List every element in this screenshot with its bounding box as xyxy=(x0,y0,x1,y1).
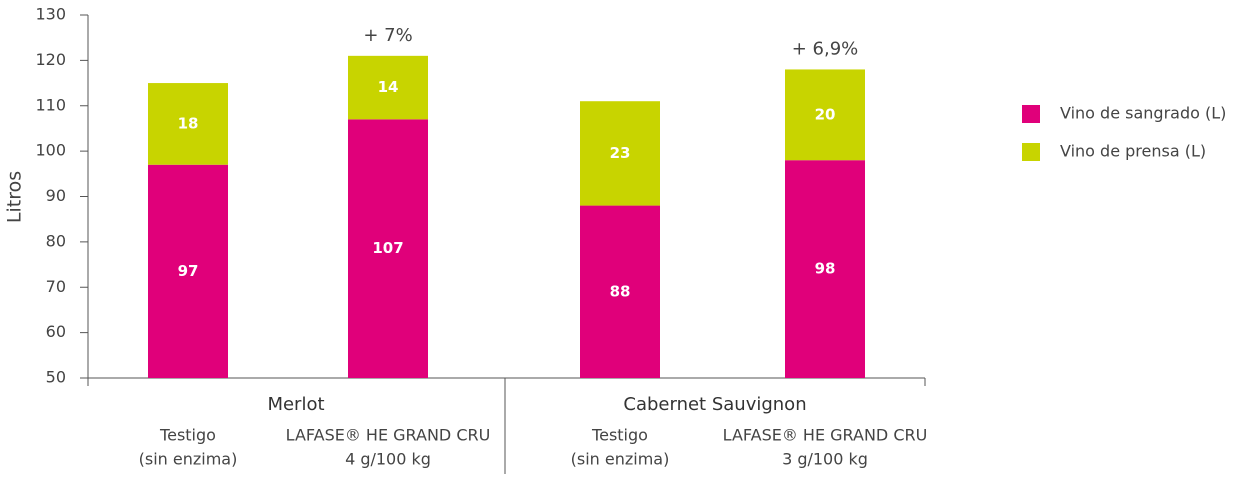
legend-label: Vino de sangrado (L) xyxy=(1060,104,1226,123)
x-tick-label: (sin enzima) xyxy=(139,450,238,469)
y-tick-label: 120 xyxy=(35,50,66,69)
bar-annotation: + 7% xyxy=(363,25,412,46)
x-tick-label: (sin enzima) xyxy=(571,450,670,469)
value-label: 88 xyxy=(610,282,631,300)
y-tick-label: 110 xyxy=(35,95,66,114)
group-label: Merlot xyxy=(267,394,324,415)
group-label: Cabernet Sauvignon xyxy=(623,394,806,415)
value-label: 20 xyxy=(815,105,836,123)
y-tick-label: 50 xyxy=(46,368,66,387)
bar-segment xyxy=(785,160,865,378)
legend-label: Vino de prensa (L) xyxy=(1060,142,1206,161)
bar-annotation: + 6,9% xyxy=(792,38,859,59)
x-tick-label: LAFASE® HE GRAND CRU xyxy=(286,426,491,445)
value-label: 97 xyxy=(178,262,199,280)
legend-swatch xyxy=(1022,105,1040,123)
x-tick-label: 4 g/100 kg xyxy=(345,450,431,469)
bar-segment xyxy=(580,101,660,206)
y-tick-label: 100 xyxy=(35,141,66,160)
x-tick-label: Testigo xyxy=(591,426,648,445)
value-label: 107 xyxy=(372,239,403,257)
value-label: 98 xyxy=(815,260,836,278)
x-tick-label: Testigo xyxy=(159,426,216,445)
bar-segment xyxy=(580,205,660,378)
value-label: 23 xyxy=(610,144,631,162)
bar-segment xyxy=(148,164,228,378)
y-axis-label: Litros xyxy=(4,171,26,223)
y-tick-label: 80 xyxy=(46,231,66,250)
y-tick-label: 130 xyxy=(35,5,66,24)
bar-segment xyxy=(785,69,865,161)
bar-segment xyxy=(148,83,228,165)
x-tick-label: LAFASE® HE GRAND CRU xyxy=(723,426,928,445)
x-tick-label: 3 g/100 kg xyxy=(782,450,868,469)
value-label: 14 xyxy=(378,78,399,96)
y-tick-label: 60 xyxy=(46,322,66,341)
y-tick-label: 70 xyxy=(46,277,66,296)
y-tick-label: 90 xyxy=(46,186,66,205)
value-label: 18 xyxy=(178,114,199,132)
bar-segment xyxy=(348,55,428,120)
bar-segment xyxy=(348,119,428,379)
legend-swatch xyxy=(1022,143,1040,161)
